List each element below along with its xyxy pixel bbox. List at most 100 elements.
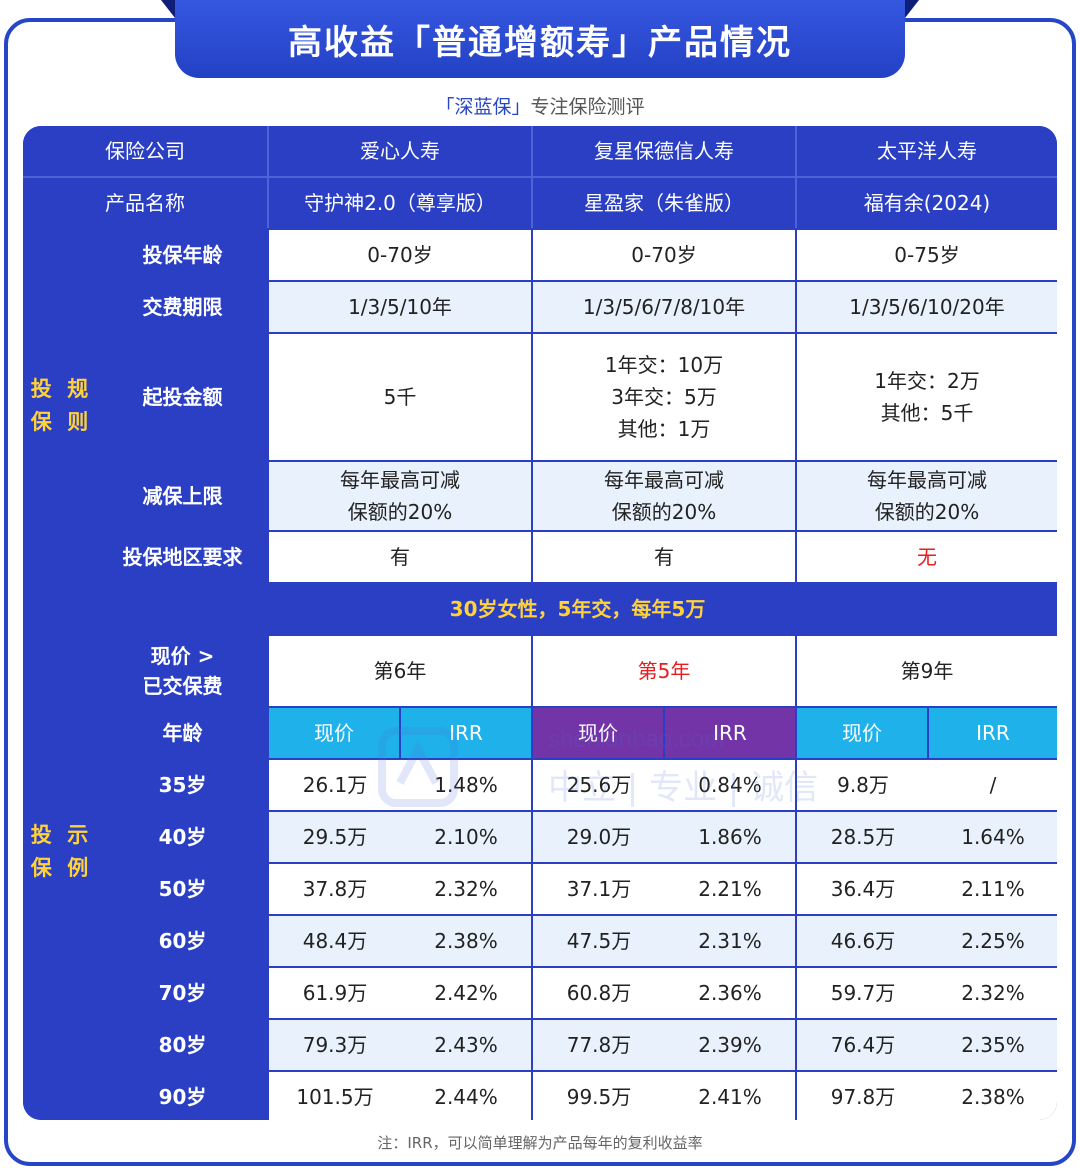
table-cell: 2.25% (929, 916, 1057, 966)
table-cell: 29.0万 (533, 812, 665, 862)
scenario-banner: 30岁女性，5年交，每年5万 (98, 584, 1057, 634)
row-label-reduce: 减保上限 (98, 462, 267, 530)
row-label-region: 投保地区要求 (98, 532, 267, 582)
row-label-age: 投保年龄 (98, 230, 267, 280)
pay-cell-2: 1/3/5/6/7/8/10年 (533, 282, 795, 332)
region-cell-1: 有 (269, 532, 531, 582)
table-cell: 2.32% (401, 864, 531, 914)
header-company-label: 保险公司 (23, 126, 267, 176)
table-cell: 76.4万 (797, 1020, 929, 1070)
reduce-cell-3: 每年最高可减 保额的20% (797, 462, 1057, 530)
row-label-min: 起投金额 (98, 334, 267, 460)
table-cell: 99.5万 (533, 1072, 665, 1120)
section-label-rules: 投保 规则 (23, 230, 96, 582)
age-cell-1: 0-70岁 (269, 230, 531, 280)
table-cell: 46.6万 (797, 916, 929, 966)
table-cell: 2.10% (401, 812, 531, 862)
table-cell: 28.5万 (797, 812, 929, 862)
col-header-cv-2: 现价 (533, 708, 663, 758)
table-cell: 2.35% (929, 1020, 1057, 1070)
region-cell-2: 有 (533, 532, 795, 582)
table-cell: / (929, 760, 1057, 810)
breakeven-cell-3: 第9年 (797, 636, 1057, 706)
row-age-label: 90岁 (98, 1072, 267, 1120)
min-cell-2: 1年交：10万 3年交：5万 其他：1万 (533, 334, 795, 460)
header-divider (23, 176, 1057, 178)
table-cell: 1.86% (665, 812, 795, 862)
table-cell: 2.11% (929, 864, 1057, 914)
table-cell: 37.8万 (269, 864, 401, 914)
table-cell: 2.39% (665, 1020, 795, 1070)
table-cell: 2.44% (401, 1072, 531, 1120)
age-cell-2: 0-70岁 (533, 230, 795, 280)
table-cell: 26.1万 (269, 760, 401, 810)
header-company-1: 爱心人寿 (269, 126, 531, 176)
table-cell: 48.4万 (269, 916, 401, 966)
table-cell: 97.8万 (797, 1072, 929, 1120)
col-header-irr-1: IRR (401, 708, 531, 758)
breakeven-cell-1: 第6年 (269, 636, 531, 706)
header-product-1: 守护神2.0（尊享版） (269, 178, 531, 228)
col-header-cv-1: 现价 (269, 708, 399, 758)
table-cell: 59.7万 (797, 968, 929, 1018)
table-cell: 1.64% (929, 812, 1057, 862)
header-vline-2 (531, 126, 533, 228)
row-label-pay: 交费期限 (98, 282, 267, 332)
table-cell: 25.6万 (533, 760, 665, 810)
row-age-label: 80岁 (98, 1020, 267, 1070)
scenario-divider (98, 634, 1057, 636)
header-product-2: 星盈家（朱雀版） (533, 178, 795, 228)
table-cell: 2.38% (401, 916, 531, 966)
footnote: 注：IRR，可以简单理解为产品每年的复利收益率 (377, 1134, 703, 1152)
table-cell: 37.1万 (533, 864, 665, 914)
table-cell: 29.5万 (269, 812, 401, 862)
min-cell-3: 1年交：2万 其他：5千 (797, 334, 1057, 460)
page-title: 高收益「普通增额寿」产品情况 (288, 22, 792, 63)
header-vline-1 (267, 126, 269, 228)
age-cell-3: 0-75岁 (797, 230, 1057, 280)
region-cell-3: 无 (797, 532, 1057, 582)
row-label-breakeven: 现价 > 已交保费 (98, 636, 267, 706)
subtitle-text: 专注保险测评 (530, 96, 645, 118)
header-company-3: 太平洋人寿 (797, 126, 1057, 176)
table-cell: 101.5万 (269, 1072, 401, 1120)
subtitle: 「深蓝保」专注保险测评 (0, 92, 1080, 119)
col-header-irr-3: IRR (929, 708, 1057, 758)
header-company-2: 复星保德信人寿 (533, 126, 795, 176)
table-cell: 77.8万 (533, 1020, 665, 1070)
table-cell: 2.41% (665, 1072, 795, 1120)
row-age-label: 35岁 (98, 760, 267, 810)
table-cell: 2.32% (929, 968, 1057, 1018)
row-age-label: 70岁 (98, 968, 267, 1018)
col-header-irr-2: IRR (665, 708, 795, 758)
comparison-table: 保险公司 爱心人寿 复星保德信人寿 太平洋人寿 产品名称 守护神2.0（尊享版）… (23, 126, 1057, 1120)
section-label-example: 投保 示例 (23, 584, 96, 1120)
header-vline-3 (795, 126, 797, 228)
col-header-cv-3: 现价 (797, 708, 927, 758)
table-cell: 2.36% (665, 968, 795, 1018)
pay-cell-1: 1/3/5/10年 (269, 282, 531, 332)
table-cell: 79.3万 (269, 1020, 401, 1070)
age-column-header: 年龄 (98, 708, 267, 758)
row-age-label: 50岁 (98, 864, 267, 914)
table-cell: 2.43% (401, 1020, 531, 1070)
table-cell: 60.8万 (533, 968, 665, 1018)
pay-cell-3: 1/3/5/6/10/20年 (797, 282, 1057, 332)
breakeven-cell-2: 第5年 (533, 636, 795, 706)
reduce-cell-2: 每年最高可减 保额的20% (533, 462, 795, 530)
table-cell: 1.48% (401, 760, 531, 810)
header-product-label: 产品名称 (23, 178, 267, 228)
header-product-3: 福有余(2024) (797, 178, 1057, 228)
table-cell: 2.31% (665, 916, 795, 966)
table-cell: 0.84% (665, 760, 795, 810)
row-age-label: 40岁 (98, 812, 267, 862)
table-cell: 36.4万 (797, 864, 929, 914)
table-cell: 2.42% (401, 968, 531, 1018)
table-cell: 9.8万 (797, 760, 929, 810)
table-cell: 2.38% (929, 1072, 1057, 1120)
min-cell-1: 5千 (269, 334, 531, 460)
table-cell: 61.9万 (269, 968, 401, 1018)
row-age-label: 60岁 (98, 916, 267, 966)
table-cell: 2.21% (665, 864, 795, 914)
title-banner: 高收益「普通增额寿」产品情况 (161, 0, 919, 78)
